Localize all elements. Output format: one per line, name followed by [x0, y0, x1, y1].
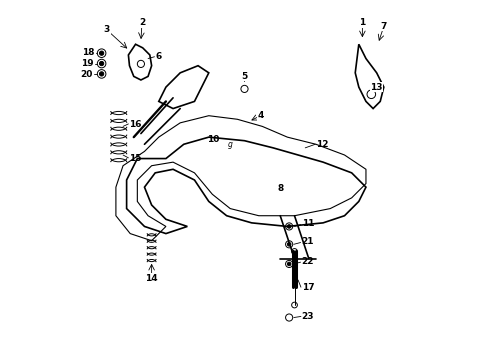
Text: 12: 12: [315, 140, 328, 149]
Text: g: g: [227, 140, 232, 149]
Text: 5: 5: [241, 72, 247, 81]
Text: 16: 16: [129, 120, 142, 129]
Text: 14: 14: [145, 274, 158, 283]
Text: 8: 8: [277, 184, 283, 193]
Text: 20: 20: [80, 70, 93, 79]
Text: 15: 15: [129, 154, 142, 163]
Circle shape: [287, 225, 290, 228]
Text: 7: 7: [380, 22, 386, 31]
Text: 6: 6: [155, 52, 161, 61]
Text: 1: 1: [359, 18, 365, 27]
Text: 13: 13: [370, 83, 382, 92]
Circle shape: [99, 51, 103, 55]
Text: 19: 19: [81, 59, 94, 68]
Circle shape: [287, 262, 290, 266]
Circle shape: [99, 62, 103, 66]
Text: 11: 11: [301, 219, 313, 228]
Text: 22: 22: [301, 257, 313, 266]
Text: 23: 23: [301, 312, 313, 321]
Text: 21: 21: [301, 237, 313, 246]
Text: 17: 17: [301, 283, 314, 292]
Text: 3: 3: [103, 26, 110, 35]
Circle shape: [287, 243, 290, 246]
Text: 18: 18: [82, 48, 94, 57]
Circle shape: [99, 72, 103, 76]
Text: 10: 10: [207, 135, 219, 144]
Text: 4: 4: [257, 111, 263, 120]
Text: 2: 2: [139, 18, 145, 27]
